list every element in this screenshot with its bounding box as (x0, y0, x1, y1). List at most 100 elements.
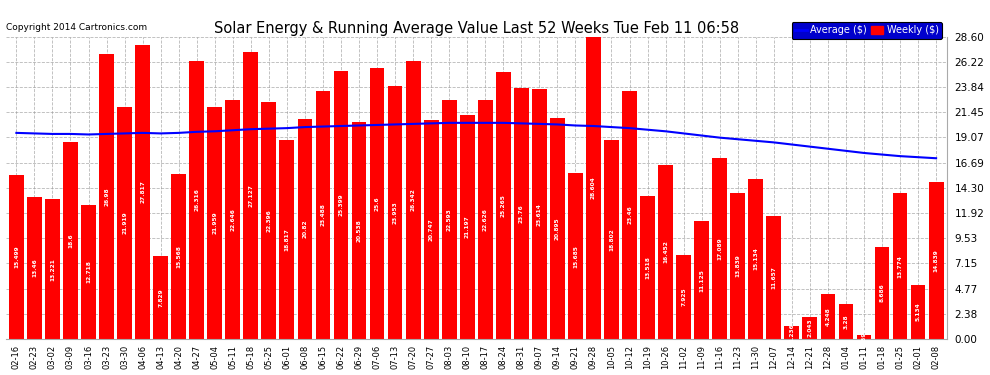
Bar (784, 326, 799, 339)
Bar (9, 175, 24, 339)
Bar (226, 100, 241, 339)
Bar (514, 88, 529, 339)
Bar (676, 255, 691, 339)
Text: 22.626: 22.626 (483, 208, 488, 231)
Bar (532, 89, 546, 339)
Bar (244, 52, 258, 339)
Text: 21.959: 21.959 (212, 211, 217, 234)
Text: 0.392: 0.392 (861, 328, 866, 346)
Text: 12.718: 12.718 (86, 260, 91, 283)
Bar (261, 102, 276, 339)
Text: 14.839: 14.839 (934, 249, 939, 272)
Text: 22.593: 22.593 (446, 208, 451, 231)
Text: 18.6: 18.6 (68, 233, 73, 248)
Bar (713, 158, 727, 339)
Text: 18.802: 18.802 (609, 228, 614, 251)
Bar (803, 317, 818, 339)
Text: 7.925: 7.925 (681, 288, 686, 306)
Bar (748, 179, 763, 339)
Bar (279, 140, 294, 339)
Text: 11.125: 11.125 (699, 269, 704, 292)
Bar (388, 86, 403, 339)
Text: 5.134: 5.134 (916, 303, 921, 321)
Text: 26.342: 26.342 (411, 188, 416, 211)
Bar (856, 335, 871, 339)
Text: 15.568: 15.568 (176, 245, 181, 268)
Text: 4.248: 4.248 (826, 307, 831, 326)
Text: 23.76: 23.76 (519, 204, 524, 223)
Bar (153, 256, 168, 339)
Bar (117, 107, 132, 339)
Bar (658, 165, 673, 339)
Bar (171, 174, 186, 339)
Bar (316, 91, 331, 339)
Text: 1.236: 1.236 (789, 323, 794, 342)
Bar (351, 122, 366, 339)
Bar (424, 120, 439, 339)
Bar (99, 54, 114, 339)
Bar (189, 61, 204, 339)
Bar (550, 118, 564, 339)
Text: 27.127: 27.127 (248, 184, 253, 207)
Bar (911, 285, 926, 339)
Text: 11.657: 11.657 (771, 266, 776, 289)
Bar (874, 247, 889, 339)
Text: 13.46: 13.46 (32, 258, 37, 277)
Text: 22.646: 22.646 (231, 208, 236, 231)
Text: 25.399: 25.399 (339, 194, 344, 216)
Bar (63, 142, 78, 339)
Bar (731, 193, 745, 339)
Text: 13.221: 13.221 (50, 258, 54, 280)
Bar (298, 119, 312, 339)
Bar (622, 91, 637, 339)
Text: 15.499: 15.499 (14, 246, 19, 268)
Text: 15.685: 15.685 (573, 244, 578, 267)
Text: 23.46: 23.46 (627, 206, 632, 224)
Text: 20.82: 20.82 (302, 220, 308, 238)
Bar (694, 221, 709, 339)
Text: 26.316: 26.316 (194, 189, 199, 211)
Text: 3.28: 3.28 (843, 314, 848, 329)
Text: 21.919: 21.919 (122, 212, 127, 234)
Bar (478, 100, 493, 339)
Text: 17.089: 17.089 (717, 237, 722, 260)
Text: 13.839: 13.839 (736, 255, 741, 277)
Text: 20.538: 20.538 (356, 219, 361, 242)
Bar (207, 107, 222, 339)
Text: Copyright 2014 Cartronics.com: Copyright 2014 Cartronics.com (6, 23, 147, 32)
Bar (641, 196, 655, 339)
Bar (604, 140, 619, 339)
Text: 23.614: 23.614 (537, 203, 542, 226)
Bar (406, 61, 421, 339)
Text: 28.604: 28.604 (591, 176, 596, 199)
Text: 13.774: 13.774 (898, 255, 903, 278)
Text: 18.817: 18.817 (284, 228, 289, 251)
Text: 8.686: 8.686 (879, 284, 884, 302)
Bar (568, 173, 583, 339)
Bar (839, 304, 853, 339)
Text: 13.518: 13.518 (645, 256, 650, 279)
Bar (27, 197, 42, 339)
Text: 25.6: 25.6 (374, 196, 379, 211)
Text: 23.953: 23.953 (393, 201, 398, 224)
Bar (766, 216, 781, 339)
Text: 27.817: 27.817 (141, 180, 146, 203)
Text: 26.98: 26.98 (104, 187, 109, 206)
Text: 15.134: 15.134 (753, 248, 758, 270)
Bar (821, 294, 836, 339)
Bar (46, 199, 59, 339)
Text: 20.747: 20.747 (429, 218, 434, 241)
Text: 22.396: 22.396 (266, 209, 271, 232)
Bar (369, 68, 384, 339)
Bar (496, 72, 511, 339)
Bar (893, 194, 908, 339)
Bar (929, 182, 943, 339)
Text: 20.895: 20.895 (555, 217, 560, 240)
Text: 23.488: 23.488 (321, 203, 326, 226)
Text: 16.452: 16.452 (663, 241, 668, 264)
Bar (334, 70, 348, 339)
Title: Solar Energy & Running Average Value Last 52 Weeks Tue Feb 11 06:58: Solar Energy & Running Average Value Las… (214, 21, 739, 36)
Text: 25.265: 25.265 (501, 194, 506, 217)
Bar (136, 45, 150, 339)
Bar (459, 115, 474, 339)
